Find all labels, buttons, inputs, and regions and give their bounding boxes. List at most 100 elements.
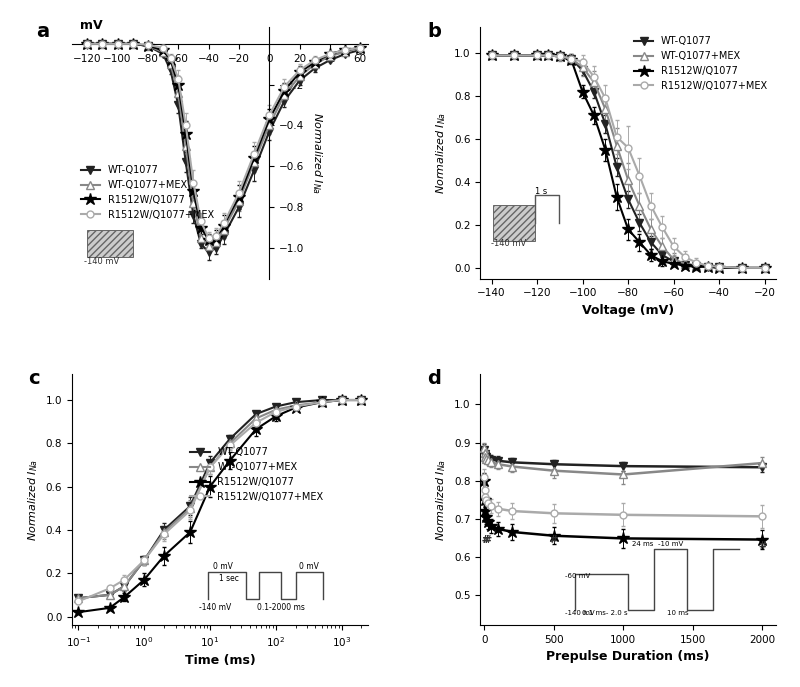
WT-Q1077+MEX xyxy=(139,556,149,564)
R1512W/Q1077 xyxy=(181,130,190,138)
R1512W/Q1077 xyxy=(549,532,558,540)
WT-Q1077 xyxy=(480,452,490,460)
WT-Q1077 xyxy=(225,435,234,443)
WT-Q1077 xyxy=(714,262,724,271)
R1512W/Q1077+MEX xyxy=(680,253,690,261)
Text: b: b xyxy=(427,23,441,41)
Text: c: c xyxy=(28,369,39,388)
WT-Q1077 xyxy=(566,54,576,63)
R1512W/Q1077+MEX xyxy=(317,398,326,406)
WT-Q1077+MEX xyxy=(486,52,496,60)
R1512W/Q1077+MEX xyxy=(186,506,195,515)
Y-axis label: Normalized $I_{Na}$: Normalized $I_{Na}$ xyxy=(310,112,324,194)
WT-Q1077+MEX xyxy=(483,456,493,464)
Line: R1512W/Q1077: R1512W/Q1077 xyxy=(72,394,368,618)
R1512W/Q1077 xyxy=(479,477,489,485)
WT-Q1077+MEX xyxy=(355,44,365,52)
WT-Q1077 xyxy=(578,66,587,74)
R1512W/Q1077+MEX xyxy=(507,507,517,515)
WT-Q1077 xyxy=(483,454,493,462)
WT-Q1077+MEX xyxy=(623,176,633,184)
WT-Q1077+MEX xyxy=(669,255,678,263)
R1512W/Q1077 xyxy=(544,52,554,60)
WT-Q1077+MEX xyxy=(271,405,281,414)
WT-Q1077+MEX xyxy=(340,48,350,56)
R1512W/Q1077+MEX xyxy=(357,396,366,404)
R1512W/Q1077 xyxy=(337,396,346,404)
R1512W/Q1077 xyxy=(760,264,770,272)
R1512W/Q1077 xyxy=(166,56,175,65)
WT-Q1077 xyxy=(291,398,301,406)
Line: WT-Q1077+MEX: WT-Q1077+MEX xyxy=(83,40,364,250)
WT-Q1077 xyxy=(119,582,129,590)
WT-Q1077 xyxy=(219,232,229,240)
R1512W/Q1077+MEX xyxy=(340,46,350,54)
R1512W/Q1077 xyxy=(234,193,244,201)
WT-Q1077 xyxy=(589,88,598,96)
R1512W/Q1077 xyxy=(119,593,129,601)
WT-Q1077 xyxy=(279,97,289,105)
WT-Q1077 xyxy=(74,594,83,602)
Y-axis label: Normalized $I_{Na}$: Normalized $I_{Na}$ xyxy=(434,112,449,194)
R1512W/Q1077 xyxy=(174,80,183,89)
WT-Q1077 xyxy=(98,40,107,48)
R1512W/Q1077+MEX xyxy=(494,505,503,513)
WT-Q1077 xyxy=(758,463,767,471)
R1512W/Q1077 xyxy=(196,223,206,232)
R1512W/Q1077 xyxy=(601,146,610,154)
WT-Q1077+MEX xyxy=(325,52,334,60)
R1512W/Q1077 xyxy=(703,262,713,271)
WT-Q1077 xyxy=(139,556,149,564)
R1512W/Q1077+MEX xyxy=(251,418,261,427)
R1512W/Q1077+MEX xyxy=(279,82,289,91)
WT-Q1077+MEX xyxy=(204,242,214,250)
WT-Q1077 xyxy=(271,403,281,411)
Text: d: d xyxy=(427,369,441,388)
WT-Q1077 xyxy=(703,262,713,271)
R1512W/Q1077+MEX xyxy=(549,509,558,517)
R1512W/Q1077 xyxy=(82,40,92,48)
R1512W/Q1077+MEX xyxy=(555,52,565,60)
WT-Q1077+MEX xyxy=(251,414,261,423)
WT-Q1077 xyxy=(669,258,678,266)
R1512W/Q1077+MEX xyxy=(74,597,83,605)
R1512W/Q1077+MEX xyxy=(634,172,644,180)
WT-Q1077 xyxy=(510,52,519,60)
WT-Q1077 xyxy=(251,410,261,418)
Legend: WT-Q1077, WT-Q1077+MEX, R1512W/Q1077, R1512W/Q1077+MEX: WT-Q1077, WT-Q1077+MEX, R1512W/Q1077, R1… xyxy=(77,161,218,223)
WT-Q1077+MEX xyxy=(703,262,713,270)
WT-Q1077+MEX xyxy=(737,264,746,272)
R1512W/Q1077 xyxy=(618,534,628,543)
R1512W/Q1077+MEX xyxy=(128,40,138,48)
Line: R1512W/Q1077+MEX: R1512W/Q1077+MEX xyxy=(75,396,365,605)
Line: WT-Q1077+MEX: WT-Q1077+MEX xyxy=(488,52,769,271)
R1512W/Q1077+MEX xyxy=(486,502,496,510)
R1512W/Q1077+MEX xyxy=(271,408,281,416)
R1512W/Q1077+MEX xyxy=(98,40,107,48)
WT-Q1077 xyxy=(623,195,633,203)
WT-Q1077 xyxy=(480,450,490,458)
R1512W/Q1077 xyxy=(486,522,496,530)
WT-Q1077 xyxy=(486,455,496,464)
R1512W/Q1077+MEX xyxy=(143,41,153,49)
WT-Q1077+MEX xyxy=(510,52,519,60)
WT-Q1077+MEX xyxy=(601,105,610,113)
WT-Q1077 xyxy=(479,446,489,454)
WT-Q1077 xyxy=(310,64,319,72)
R1512W/Q1077 xyxy=(507,528,517,536)
R1512W/Q1077+MEX xyxy=(250,150,259,158)
R1512W/Q1077 xyxy=(480,495,490,504)
WT-Q1077+MEX xyxy=(82,40,92,48)
R1512W/Q1077 xyxy=(294,68,304,76)
R1512W/Q1077+MEX xyxy=(139,556,149,564)
WT-Q1077+MEX xyxy=(250,158,259,166)
WT-Q1077+MEX xyxy=(578,63,587,71)
R1512W/Q1077 xyxy=(189,187,198,195)
R1512W/Q1077+MEX xyxy=(211,232,221,240)
R1512W/Q1077+MEX xyxy=(310,56,319,65)
R1512W/Q1077 xyxy=(159,552,169,560)
WT-Q1077 xyxy=(82,40,92,48)
R1512W/Q1077+MEX xyxy=(479,473,489,481)
WT-Q1077+MEX xyxy=(691,262,701,270)
R1512W/Q1077 xyxy=(139,576,149,584)
